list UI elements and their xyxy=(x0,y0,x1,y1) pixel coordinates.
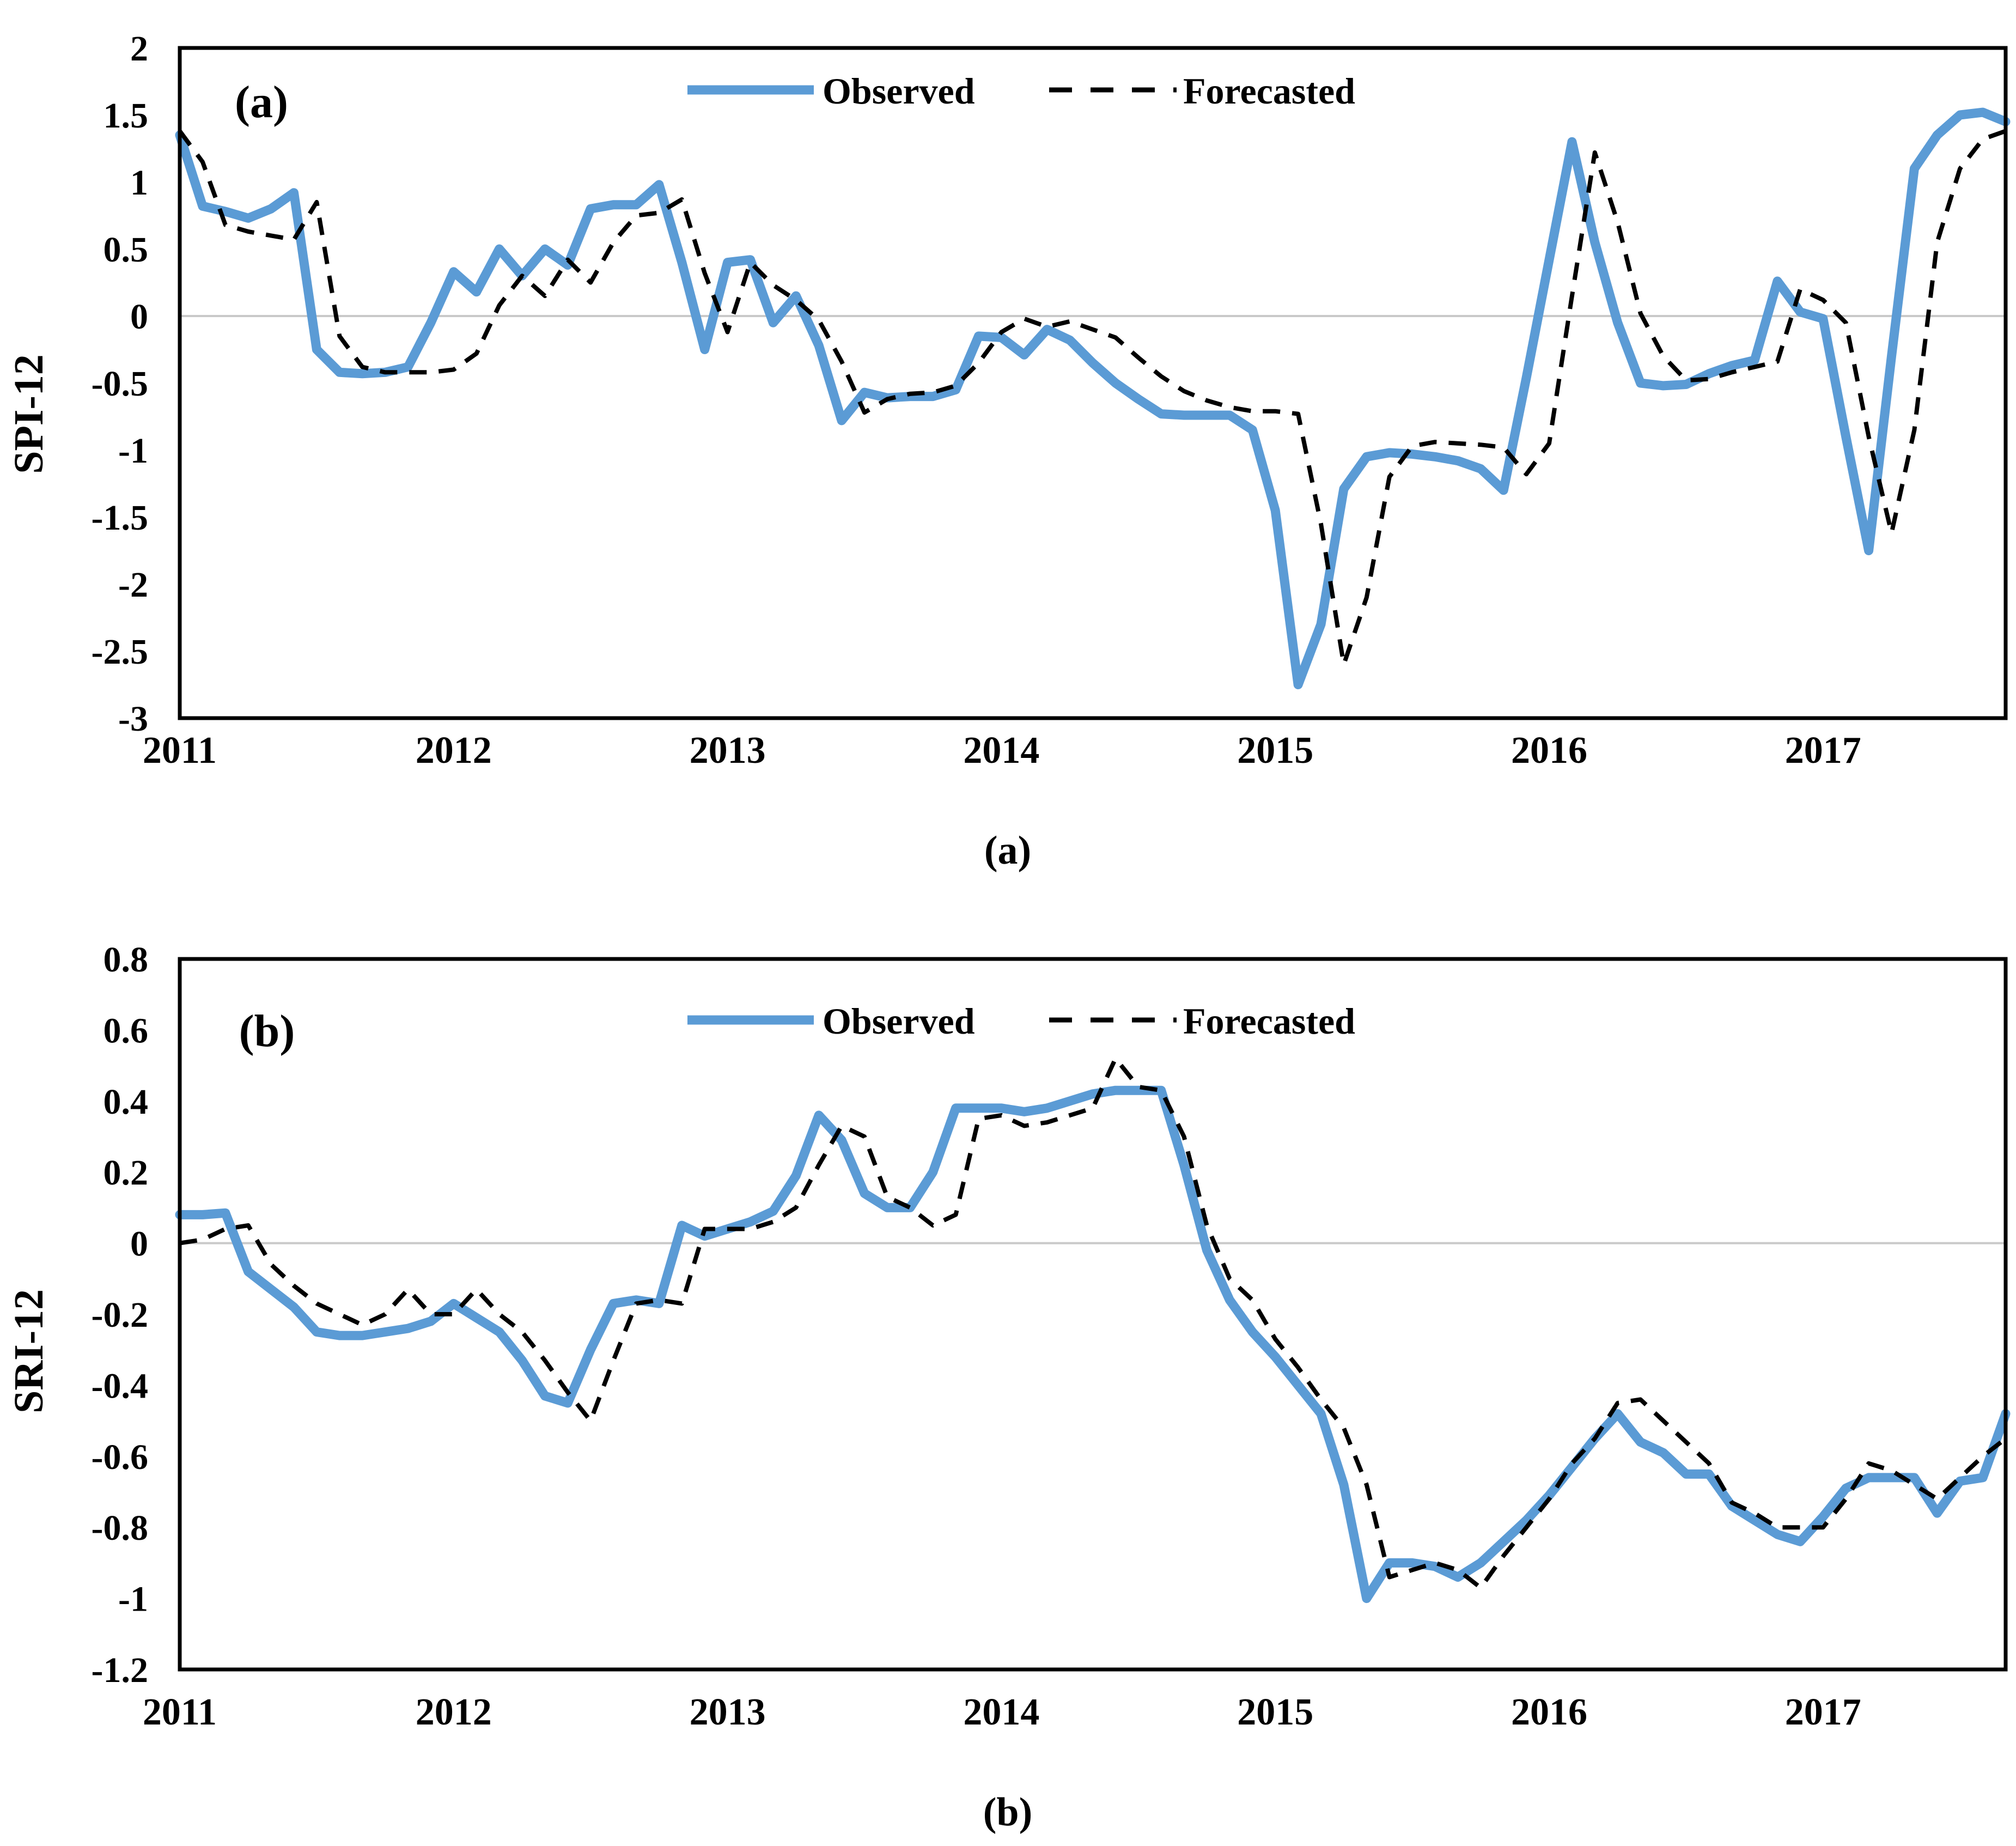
spi-legend: Observed Forecasted xyxy=(687,70,1355,112)
y-tick-label: -1 xyxy=(118,431,148,471)
observed-legend-label: Observed xyxy=(823,70,975,112)
y-tick-label: 0 xyxy=(130,297,148,337)
x-tick-label: 2011 xyxy=(143,730,217,772)
y-tick-label: -0.4 xyxy=(92,1366,148,1406)
y-tick-label: -0.6 xyxy=(92,1437,148,1477)
y-tick-label: -3 xyxy=(118,699,148,739)
forecasted-series-line xyxy=(179,1056,2007,1590)
sri-plot-border xyxy=(178,957,2008,1672)
spi-y-axis-title: SPI-12 xyxy=(6,354,52,474)
x-tick-label: 2012 xyxy=(416,730,492,772)
forecasted-legend-label: Forecasted xyxy=(1183,70,1355,112)
observed-legend-label: Observed xyxy=(823,1000,975,1042)
x-tick-label: 2017 xyxy=(1785,730,1861,772)
y-tick-label: 1 xyxy=(130,163,148,203)
y-tick-label: -0.2 xyxy=(92,1295,148,1335)
x-tick-label: 2011 xyxy=(143,1691,217,1733)
y-tick-label: -2 xyxy=(118,565,148,605)
x-tick-label: 2016 xyxy=(1511,730,1587,772)
y-tick-label: -1 xyxy=(118,1580,148,1619)
y-tick-label: 0.6 xyxy=(103,1011,149,1050)
y-tick-label: 0.4 xyxy=(103,1082,149,1122)
x-tick-label: 2012 xyxy=(416,1691,492,1733)
spi-caption: (a) xyxy=(984,828,1031,873)
x-tick-label: 2016 xyxy=(1511,1691,1587,1733)
y-tick-label: -1.2 xyxy=(92,1650,148,1690)
x-tick-label: 2017 xyxy=(1785,1691,1861,1733)
y-tick-label: 0.5 xyxy=(103,230,149,270)
sri-y-axis-title: SRI-12 xyxy=(6,1289,52,1413)
forecasted-legend-label: Forecasted xyxy=(1183,1000,1355,1042)
sri-legend: Observed Forecasted xyxy=(687,1000,1355,1042)
x-tick-label: 2015 xyxy=(1237,730,1313,772)
y-tick-label: 0.2 xyxy=(103,1153,149,1193)
x-tick-label: 2015 xyxy=(1237,1691,1313,1733)
spi-panel-label: (a) xyxy=(235,77,288,127)
sri-caption: (b) xyxy=(983,1790,1032,1835)
y-tick-label: -2.5 xyxy=(92,632,148,672)
x-tick-label: 2013 xyxy=(690,1691,766,1733)
y-tick-label: -1.5 xyxy=(92,498,148,538)
sri-panel-label: (b) xyxy=(239,1006,295,1056)
y-tick-label: 0 xyxy=(130,1224,148,1264)
y-tick-label: 1.5 xyxy=(103,96,149,136)
y-tick-label: 2 xyxy=(130,29,148,69)
y-tick-label: -0.5 xyxy=(92,364,148,404)
y-tick-label: 0.8 xyxy=(103,940,149,980)
observed-series-line xyxy=(175,107,2011,689)
forecasted-series-line xyxy=(178,129,2007,667)
y-tick-label: -0.8 xyxy=(92,1508,148,1548)
spi-plot-border xyxy=(178,46,2008,720)
x-tick-label: 2014 xyxy=(963,730,1039,772)
x-tick-label: 2013 xyxy=(690,730,766,772)
x-tick-label: 2014 xyxy=(963,1691,1039,1733)
observed-series-line xyxy=(175,1085,2011,1604)
